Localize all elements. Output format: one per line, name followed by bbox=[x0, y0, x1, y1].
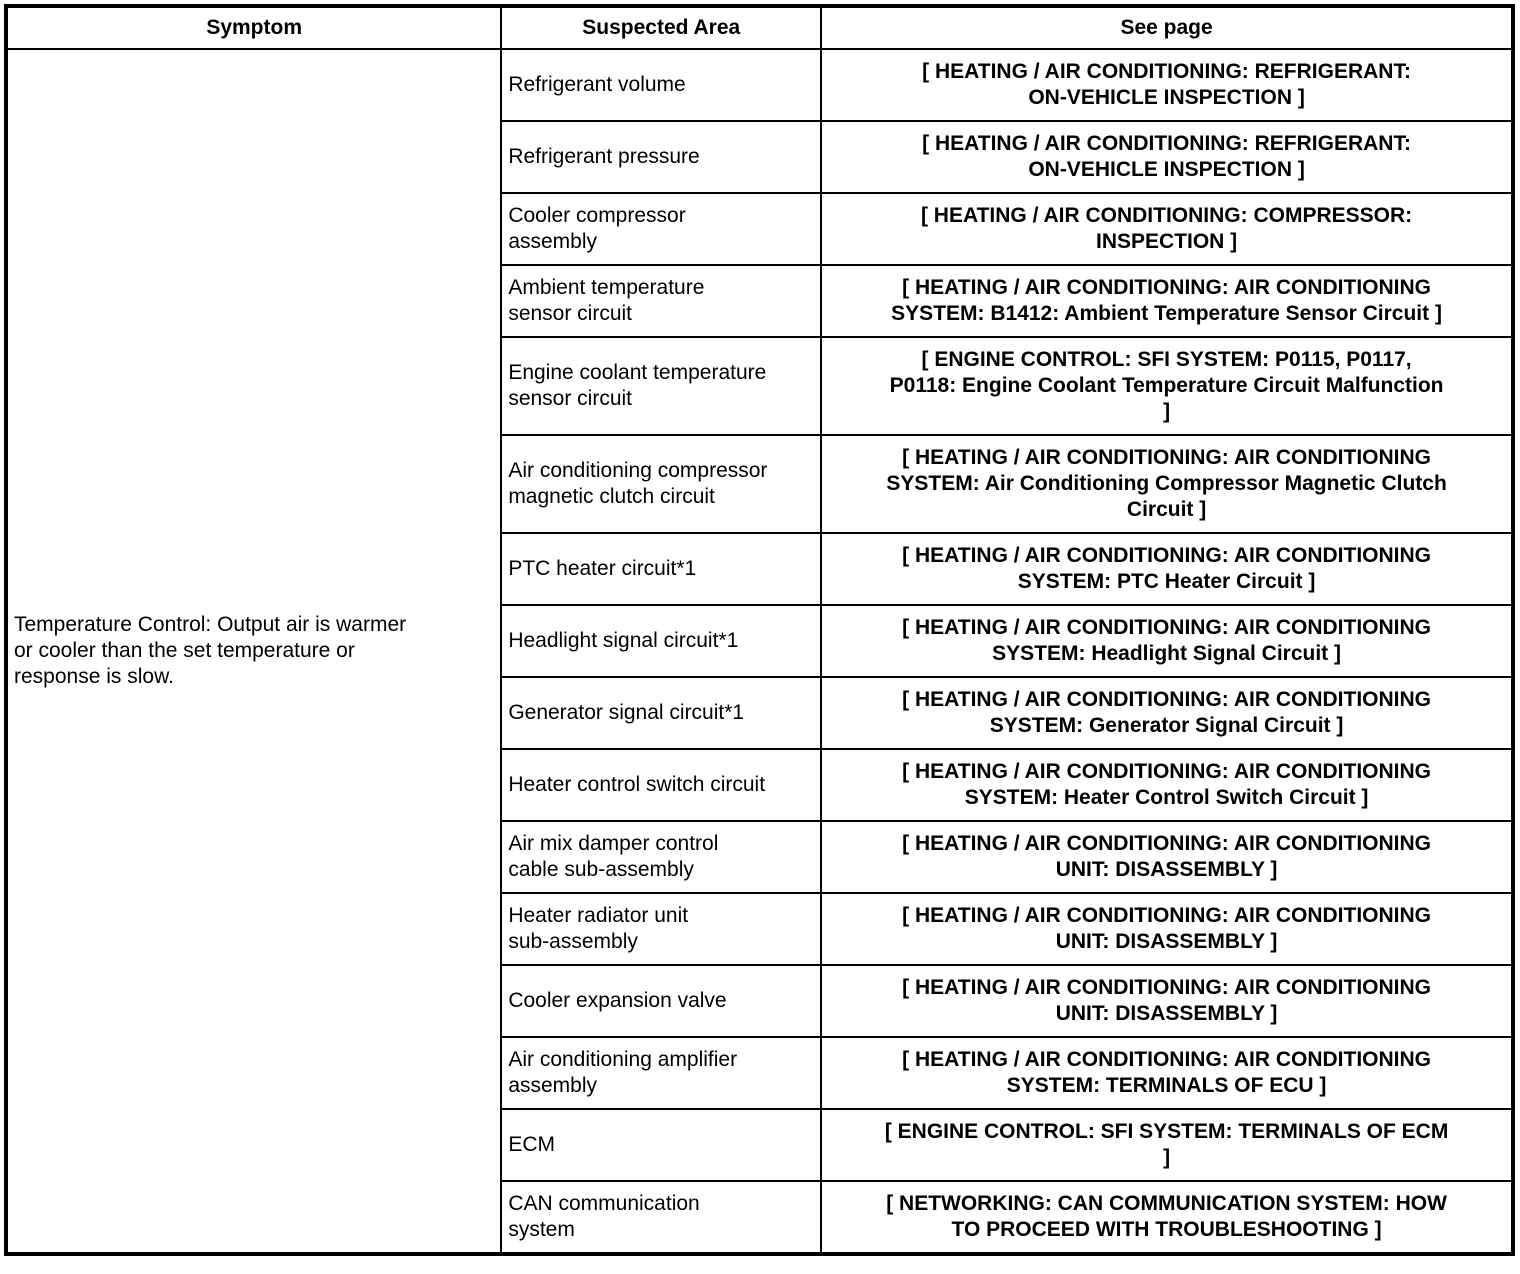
column-header-suspected-area: Suspected Area bbox=[500, 5, 823, 50]
see-page-reference[interactable]: [ HEATING / AIR CONDITIONING: AIR CONDIT… bbox=[820, 748, 1514, 822]
see-page-reference[interactable]: [ HEATING / AIR CONDITIONING: AIR CONDIT… bbox=[820, 532, 1514, 606]
see-page-reference[interactable]: [ HEATING / AIR CONDITIONING: REFRIGERAN… bbox=[820, 48, 1514, 122]
see-page-reference[interactable]: [ ENGINE CONTROL: SFI SYSTEM: TERMINALS … bbox=[820, 1108, 1514, 1182]
suspected-area-cell: PTC heater circuit*1 bbox=[500, 532, 823, 606]
see-page-reference[interactable]: [ HEATING / AIR CONDITIONING: AIR CONDIT… bbox=[820, 892, 1514, 966]
table-row: Heater control switch circuit [ HEATING … bbox=[6, 748, 1514, 822]
table-header-row: Symptom Suspected Area See page bbox=[4, 5, 1514, 50]
suspected-area-cell: ECM bbox=[500, 1108, 823, 1182]
see-page-reference[interactable]: [ HEATING / AIR CONDITIONING: AIR CONDIT… bbox=[820, 820, 1514, 894]
see-page-reference[interactable]: [ HEATING / AIR CONDITIONING: AIR CONDIT… bbox=[820, 676, 1514, 750]
table-row: Heater radiator unit sub-assembly [ HEAT… bbox=[6, 892, 1514, 966]
table-row: ECM [ ENGINE CONTROL: SFI SYSTEM: TERMIN… bbox=[6, 1108, 1514, 1182]
suspected-area-cell: Air conditioning compressor magnetic clu… bbox=[500, 434, 823, 534]
see-page-reference[interactable]: [ NETWORKING: CAN COMMUNICATION SYSTEM: … bbox=[820, 1180, 1514, 1255]
symptom-cell: Temperature Control: Output air is warme… bbox=[4, 48, 503, 1255]
suspected-area-cell: Engine coolant temperature sensor circui… bbox=[500, 336, 823, 436]
see-page-reference[interactable]: [ HEATING / AIR CONDITIONING: AIR CONDIT… bbox=[820, 604, 1514, 678]
table-row: Headlight signal circuit*1 [ HEATING / A… bbox=[6, 604, 1514, 678]
column-header-symptom: Symptom bbox=[4, 5, 503, 50]
table-row: Cooler compressor assembly [ HEATING / A… bbox=[6, 192, 1514, 266]
table-row: Ambient temperature sensor circuit [ HEA… bbox=[6, 264, 1514, 338]
suspected-area-cell: Headlight signal circuit*1 bbox=[500, 604, 823, 678]
see-page-reference[interactable]: [ HEATING / AIR CONDITIONING: COMPRESSOR… bbox=[820, 192, 1514, 266]
table-row: Air conditioning amplifier assembly [ HE… bbox=[6, 1036, 1514, 1110]
table-row: Cooler expansion valve [ HEATING / AIR C… bbox=[6, 964, 1514, 1038]
see-page-reference[interactable]: [ HEATING / AIR CONDITIONING: AIR CONDIT… bbox=[820, 434, 1514, 534]
column-header-see-page: See page bbox=[820, 5, 1514, 50]
suspected-area-cell: Air mix damper control cable sub-assembl… bbox=[500, 820, 823, 894]
table-row: PTC heater circuit*1 [ HEATING / AIR CON… bbox=[6, 532, 1514, 606]
see-page-reference[interactable]: [ ENGINE CONTROL: SFI SYSTEM: P0115, P01… bbox=[820, 336, 1514, 436]
see-page-reference[interactable]: [ HEATING / AIR CONDITIONING: AIR CONDIT… bbox=[820, 264, 1514, 338]
table-row: Refrigerant pressure [ HEATING / AIR CON… bbox=[6, 120, 1514, 194]
suspected-area-cell: Ambient temperature sensor circuit bbox=[500, 264, 823, 338]
table-row: Generator signal circuit*1 [ HEATING / A… bbox=[6, 676, 1514, 750]
table-row: Air mix damper control cable sub-assembl… bbox=[6, 820, 1514, 894]
suspected-area-cell: Refrigerant pressure bbox=[500, 120, 823, 194]
symptom-table: Symptom Suspected Area See page Temperat… bbox=[4, 4, 1515, 1256]
suspected-area-cell: CAN communication system bbox=[500, 1180, 823, 1255]
suspected-area-cell: Generator signal circuit*1 bbox=[500, 676, 823, 750]
suspected-area-cell: Heater radiator unit sub-assembly bbox=[500, 892, 823, 966]
suspected-area-cell: Cooler expansion valve bbox=[500, 964, 823, 1038]
table-row: Temperature Control: Output air is warme… bbox=[4, 48, 1514, 1255]
see-page-reference[interactable]: [ HEATING / AIR CONDITIONING: REFRIGERAN… bbox=[820, 120, 1514, 194]
suspected-area-cell: Air conditioning amplifier assembly bbox=[500, 1036, 823, 1110]
table-row: Air conditioning compressor magnetic clu… bbox=[6, 434, 1514, 534]
see-page-reference[interactable]: [ HEATING / AIR CONDITIONING: AIR CONDIT… bbox=[820, 1036, 1514, 1110]
suspected-area-cell: Refrigerant volume bbox=[500, 48, 823, 122]
table-row: CAN communication system [ NETWORKING: C… bbox=[6, 1180, 1514, 1255]
table-row: Engine coolant temperature sensor circui… bbox=[6, 336, 1514, 436]
suspected-area-cell: Heater control switch circuit bbox=[500, 748, 823, 822]
suspected-area-cell: Cooler compressor assembly bbox=[500, 192, 823, 266]
see-page-reference[interactable]: [ HEATING / AIR CONDITIONING: AIR CONDIT… bbox=[820, 964, 1514, 1038]
